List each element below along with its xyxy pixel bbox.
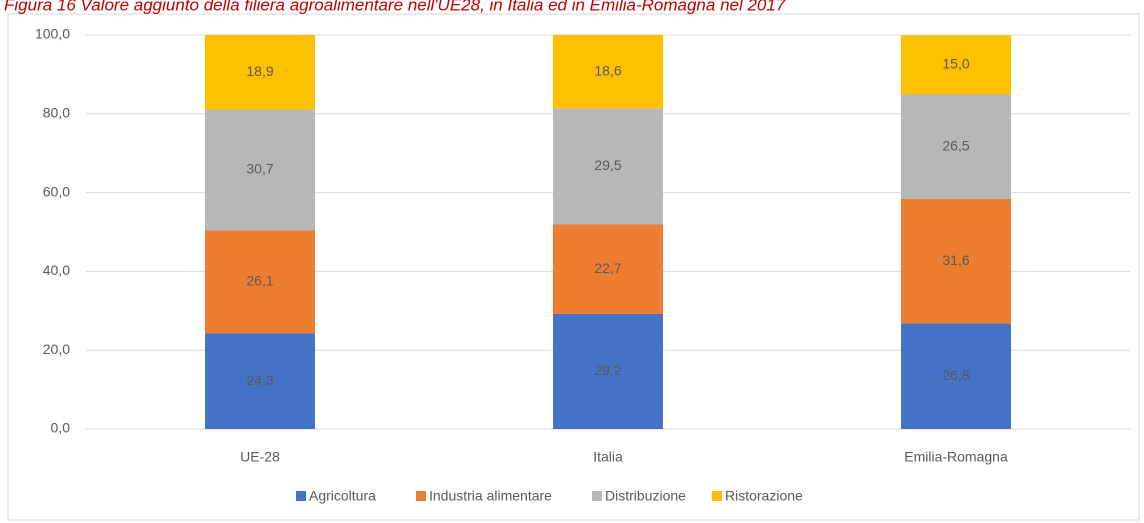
bar-segment [553, 108, 663, 225]
legend-swatch [416, 491, 426, 501]
legend-label: Agricoltura [309, 488, 376, 504]
x-tick-label: UE-28 [240, 449, 280, 465]
data-label: 26,8 [942, 367, 969, 383]
data-label: 26,1 [246, 273, 273, 289]
x-tick-label: Emilia-Romagna [904, 449, 1008, 465]
legend-swatch [712, 491, 722, 501]
chart-title: Figura 16 Valore aggiunto della filiera … [4, 0, 786, 14]
data-label: 18,6 [594, 62, 621, 78]
bar-segment [205, 333, 315, 429]
bar-segment [901, 198, 1011, 324]
data-label: 22,7 [594, 260, 621, 276]
bar-segment [553, 224, 663, 314]
legend-label: Industria alimentare [429, 488, 552, 504]
bar-segment [901, 94, 1011, 199]
data-label: 31,6 [942, 252, 969, 268]
bar-segment [205, 109, 315, 231]
y-tick-label: 80,0 [43, 105, 70, 121]
y-tick-label: 60,0 [43, 183, 70, 199]
data-label: 26,5 [942, 137, 969, 153]
data-label: 30,7 [246, 161, 273, 177]
legend-swatch [592, 491, 602, 501]
y-tick-label: 100,0 [35, 26, 70, 42]
legend-swatch [296, 491, 306, 501]
data-label: 24,3 [246, 372, 273, 388]
data-label: 29,5 [594, 157, 621, 173]
data-label: 15,0 [942, 56, 969, 72]
legend-label: Ristorazione [725, 488, 803, 504]
data-label: 18,9 [246, 63, 273, 79]
y-tick-label: 20,0 [43, 341, 70, 357]
x-tick-label: Italia [593, 449, 623, 465]
data-label: 29,2 [594, 362, 621, 378]
legend-label: Distribuzione [605, 488, 686, 504]
bar-segment [901, 323, 1011, 429]
bar-segment [205, 230, 315, 334]
bar-segment [553, 35, 663, 109]
y-tick-label: 40,0 [43, 262, 70, 278]
bar-segment [901, 35, 1011, 95]
y-tick-label: 0,0 [51, 420, 71, 436]
bar-segment [553, 313, 663, 429]
bar-segment [205, 35, 315, 110]
